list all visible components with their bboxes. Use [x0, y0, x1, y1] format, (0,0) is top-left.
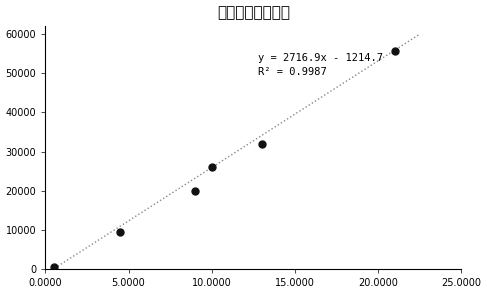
Point: [258, 141, 265, 146]
Point: [116, 230, 124, 234]
Point: [208, 165, 216, 170]
Text: y = 2716.9x - 1214.7
R² = 0.9987: y = 2716.9x - 1214.7 R² = 0.9987: [259, 53, 383, 77]
Point: [391, 49, 399, 54]
Point: [50, 265, 57, 270]
Point: [191, 188, 199, 193]
Title: 对映体线性关系图: 对映体线性关系图: [217, 6, 290, 21]
